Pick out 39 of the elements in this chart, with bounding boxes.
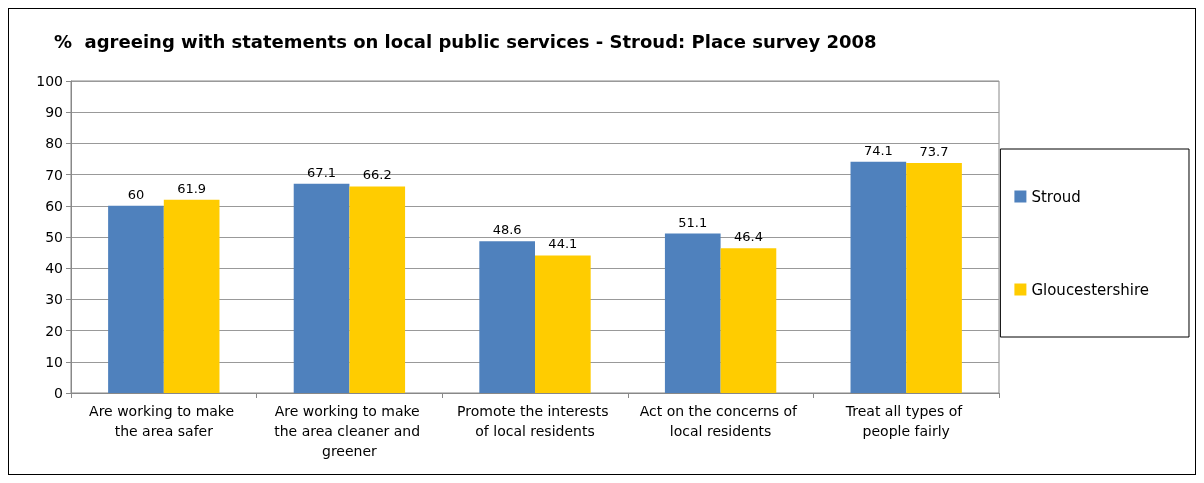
data-label: 66.2	[362, 167, 392, 183]
bar	[850, 161, 907, 393]
data-label: 48.6	[492, 222, 522, 238]
x-tick-label: Act on the concerns of local residents	[639, 403, 802, 439]
bar	[906, 163, 962, 393]
legend-label: Stroud	[1031, 187, 1081, 206]
chart-title: % agreeing with statements on local public services - Stroud: Place survey 2008	[54, 30, 877, 52]
y-tick-label: 80	[45, 135, 63, 152]
bar	[349, 186, 406, 393]
bar	[720, 248, 777, 393]
data-label: 46.4	[733, 229, 763, 245]
y-tick-label: 30	[45, 291, 63, 308]
bar	[163, 199, 220, 393]
data-label: 60	[127, 186, 145, 202]
x-tick-label: Promote the interests of local residents	[457, 403, 613, 439]
x-tick-label: Treat all types of people fairly	[844, 403, 967, 439]
y-tick-label: 60	[45, 197, 63, 214]
y-tick-label: 0	[54, 385, 63, 401]
data-label: 61.9	[177, 180, 207, 196]
data-label: 51.1	[678, 214, 708, 230]
legend-label: Gloucestershire	[1031, 280, 1150, 299]
data-label: 73.7	[919, 144, 949, 160]
data-label: 74.1	[863, 142, 893, 158]
y-tick-label: 40	[45, 260, 63, 277]
bar	[664, 233, 721, 393]
y-tick-label: 70	[45, 166, 63, 183]
y-tick-label: 20	[45, 322, 63, 339]
y-tick-label: 50	[45, 229, 63, 245]
y-tick-label: 100	[36, 73, 63, 89]
bar	[479, 241, 535, 393]
y-tick-label: 10	[45, 353, 63, 370]
data-label: 67.1	[307, 164, 337, 180]
x-tick-label: Are working to make the area cleaner and greener	[274, 403, 425, 459]
data-label: 44.1	[548, 236, 578, 252]
y-tick-label: 90	[45, 104, 63, 121]
bar	[293, 183, 350, 393]
bar	[535, 255, 591, 393]
x-tick-label: Are working to make the area safer	[89, 403, 239, 439]
bar	[108, 205, 164, 393]
